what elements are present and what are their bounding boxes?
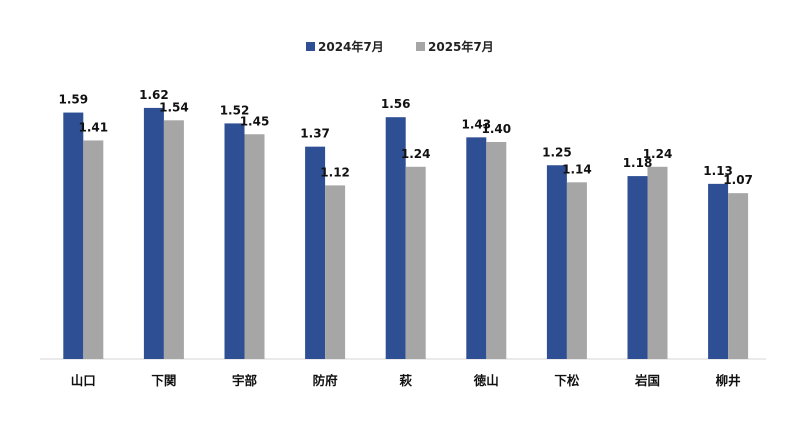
data-label-下松-2024: 1.25 [542, 145, 572, 159]
bar-柳井-2025 [728, 193, 749, 359]
category-labels: 山口 下関 宇部 防府 萩 徳山 下松 岩国 柳井 [71, 373, 741, 388]
data-label-萩-2024: 1.56 [381, 97, 411, 111]
bar-下関-2025 [163, 120, 184, 359]
bar-萩-2024 [385, 117, 406, 359]
data-label-宇部-2024: 1.52 [220, 103, 250, 117]
bar-柳井-2024 [708, 183, 729, 359]
category-label-柳井: 柳井 [716, 373, 742, 388]
data-label-岩国-2025: 1.24 [643, 147, 673, 161]
bar-徳山-2025 [486, 142, 507, 359]
category-label-岩国: 岩国 [634, 373, 660, 388]
category-label-萩: 萩 [398, 373, 412, 388]
data-label-徳山-2025: 1.40 [481, 122, 511, 136]
bar-山口-2024 [63, 112, 84, 359]
chart-legend: 2024年7月 2025年7月 [306, 39, 494, 54]
category-label-徳山: 徳山 [473, 373, 499, 388]
bar-萩-2025 [405, 166, 426, 359]
data-label-柳井-2024: 1.13 [703, 164, 733, 178]
legend-label-2024: 2024年7月 [318, 39, 384, 54]
bar-宇部-2024 [224, 123, 245, 360]
bar-山口-2025 [83, 140, 104, 359]
data-label-山口-2025: 1.41 [78, 120, 108, 134]
category-label-下関: 下関 [151, 373, 176, 388]
bar-宇部-2025 [244, 134, 265, 359]
bar-岩国-2025 [647, 166, 668, 359]
data-label-防府-2024: 1.37 [300, 127, 330, 141]
category-label-山口: 山口 [71, 373, 96, 388]
bar-下松-2025 [566, 182, 587, 359]
data-label-下松-2025: 1.14 [562, 162, 592, 176]
bars-group: 1.59 1.41 1.621.54 1.521.45 1.37 1.12 1.56 1.24… [58, 88, 753, 360]
data-label-防府-2025: 1.12 [320, 165, 350, 179]
data-label-柳井-2025: 1.07 [723, 173, 753, 187]
legend-swatch-2025 [416, 42, 425, 51]
bar-防府-2025 [325, 185, 346, 359]
bar-徳山-2024 [466, 137, 487, 359]
legend-label-2025: 2025年7月 [428, 39, 494, 54]
bar-下松-2024 [546, 165, 567, 359]
data-label-宇部-2025: 1.45 [240, 114, 270, 128]
data-label-徳山-2024: 1.43 [461, 117, 491, 131]
category-label-宇部: 宇部 [232, 373, 258, 388]
bar-防府-2024 [305, 146, 326, 359]
data-label-萩-2025: 1.24 [401, 147, 431, 161]
category-label-防府: 防府 [313, 373, 339, 388]
data-label-山口-2024: 1.59 [58, 93, 88, 107]
data-label-岩国-2024: 1.18 [623, 156, 653, 170]
bar-岩国-2024 [627, 176, 648, 359]
bar-下関-2024 [143, 107, 164, 360]
legend-swatch-2024 [306, 42, 315, 51]
category-label-下松: 下松 [554, 373, 580, 388]
data-label-下関-2025: 1.54 [159, 100, 189, 114]
data-label-下関-2024: 1.62 [139, 88, 169, 102]
